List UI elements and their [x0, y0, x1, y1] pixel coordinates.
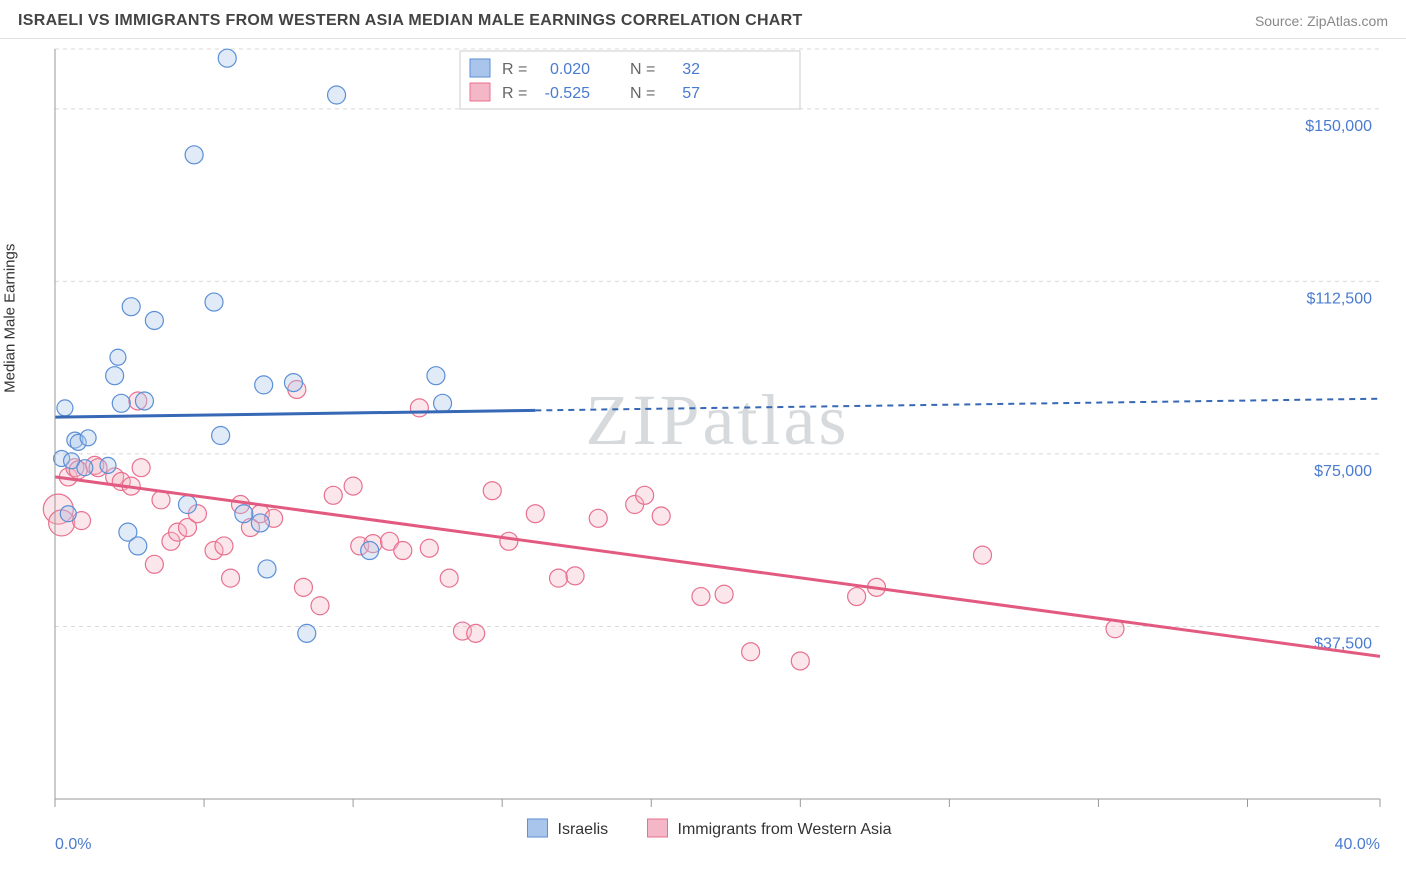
data-point [526, 505, 544, 523]
data-point [589, 509, 607, 527]
source: Source: ZipAtlas.com [1255, 13, 1388, 29]
data-point [298, 624, 316, 642]
data-point [328, 86, 346, 104]
data-point [294, 578, 312, 596]
data-point [255, 376, 273, 394]
stats-swatch-israelis [470, 59, 490, 77]
watermark: ZIPatlas [586, 380, 850, 460]
data-point [106, 367, 124, 385]
data-point [566, 567, 584, 585]
data-point [483, 482, 501, 500]
data-point [285, 374, 303, 392]
data-point [394, 542, 412, 560]
data-point [420, 539, 438, 557]
data-point [344, 477, 362, 495]
data-point [636, 486, 654, 504]
data-point [222, 569, 240, 587]
legend-swatch-israelis [528, 819, 548, 837]
data-point [251, 514, 269, 532]
stats-swatch-immigrants [470, 83, 490, 101]
chart-area: Median Male Earnings $37,500$75,000$112,… [0, 39, 1406, 879]
data-point [652, 507, 670, 525]
x-max-label: 40.0% [1335, 836, 1380, 853]
title-bar: ISRAELI VS IMMIGRANTS FROM WESTERN ASIA … [0, 0, 1406, 39]
legend-label-immigrants: Immigrants from Western Asia [678, 821, 892, 838]
y-tick-label: $150,000 [1305, 118, 1372, 135]
data-point [324, 486, 342, 504]
data-point [215, 537, 233, 555]
stats-R-label: R = [502, 85, 527, 102]
data-point [467, 624, 485, 642]
data-point [145, 555, 163, 573]
data-point [179, 496, 197, 514]
data-point [434, 394, 452, 412]
data-point [692, 588, 710, 606]
legend-swatch-immigrants [648, 819, 668, 837]
stats-N-label: N = [630, 61, 655, 78]
data-point [100, 457, 116, 473]
source-label: Source: [1255, 13, 1303, 29]
stats-R-value-b: -0.525 [545, 85, 590, 102]
stats-N-value-a: 32 [682, 61, 700, 78]
data-point [132, 459, 150, 477]
data-point [57, 400, 73, 416]
data-point [122, 298, 140, 316]
data-point [77, 460, 93, 476]
data-point [500, 532, 518, 550]
data-point [715, 585, 733, 603]
data-point [205, 293, 223, 311]
data-point [129, 537, 147, 555]
data-point [974, 546, 992, 564]
y-tick-label: $75,000 [1314, 463, 1372, 480]
data-point [848, 588, 866, 606]
data-point [218, 49, 236, 67]
data-point [427, 367, 445, 385]
data-point [440, 569, 458, 587]
data-point [550, 569, 568, 587]
data-point [112, 394, 130, 412]
data-point [361, 542, 379, 560]
data-point [235, 505, 253, 523]
chart-title: ISRAELI VS IMMIGRANTS FROM WESTERN ASIA … [18, 12, 803, 30]
data-point [212, 427, 230, 445]
data-point [742, 643, 760, 661]
stats-R-label: R = [502, 61, 527, 78]
source-name: ZipAtlas.com [1307, 13, 1388, 29]
data-point [60, 506, 76, 522]
data-point [110, 349, 126, 365]
stats-R-value-a: 0.020 [550, 61, 590, 78]
data-point [80, 430, 96, 446]
data-point [135, 392, 153, 410]
data-point [185, 146, 203, 164]
trend-line [55, 410, 535, 417]
scatter-chart: $37,500$75,000$112,500$150,000ZIPatlas0.… [0, 39, 1406, 859]
y-axis-label: Median Male Earnings [2, 244, 19, 393]
y-tick-label: $112,500 [1306, 290, 1372, 307]
data-point [145, 311, 163, 329]
trend-line [55, 477, 1380, 656]
data-point [791, 652, 809, 670]
stats-N-label: N = [630, 85, 655, 102]
x-min-label: 0.0% [55, 836, 91, 853]
data-point [311, 597, 329, 615]
data-point [258, 560, 276, 578]
data-point [410, 399, 428, 417]
legend-label-israelis: Israelis [558, 821, 609, 838]
stats-N-value-b: 57 [682, 85, 700, 102]
